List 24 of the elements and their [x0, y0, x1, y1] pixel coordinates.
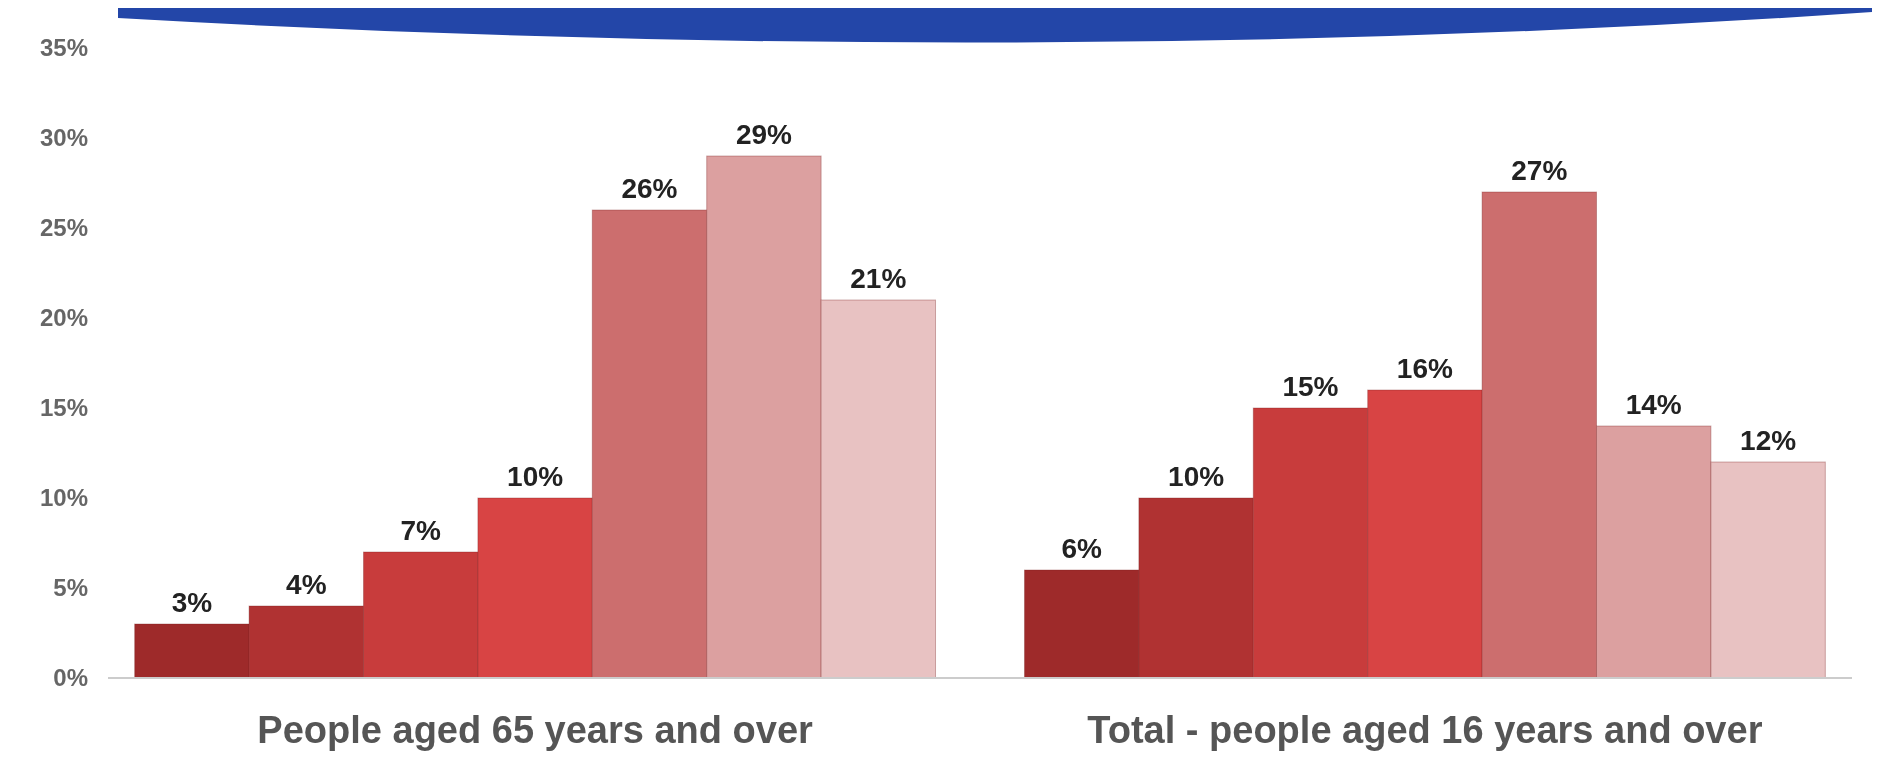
data-label: 14%	[1625, 389, 1682, 420]
x-tick-label: Total - people aged 16 years and over	[1087, 709, 1763, 751]
data-label: 15%	[1282, 371, 1339, 402]
data-label: 10%	[1168, 461, 1225, 492]
data-label: 7%	[400, 515, 442, 546]
data-label: 21%	[850, 263, 907, 294]
data-label: 27%	[1511, 155, 1568, 186]
y-tick-label: 15%	[39, 394, 88, 421]
data-label: 29%	[735, 119, 793, 150]
data-label: 3%	[171, 587, 213, 618]
data-label: 16%	[1396, 353, 1454, 384]
y-tick-label: 35%	[39, 34, 88, 61]
y-tick-label: 25%	[39, 214, 88, 241]
data-label: 10%	[507, 461, 564, 492]
data-label: 6%	[1061, 533, 1103, 564]
y-tick-label: 20%	[39, 304, 88, 331]
y-tick-label: 10%	[39, 484, 88, 511]
y-tick-label: 0%	[53, 664, 88, 691]
x-tick-label: People aged 65 years and over	[257, 709, 814, 751]
y-tick-label: 30%	[39, 124, 88, 151]
data-label: 26%	[621, 173, 678, 204]
data-label: 4%	[286, 569, 327, 600]
data-label: 12%	[1740, 425, 1797, 456]
y-tick-label: 5%	[53, 574, 88, 601]
